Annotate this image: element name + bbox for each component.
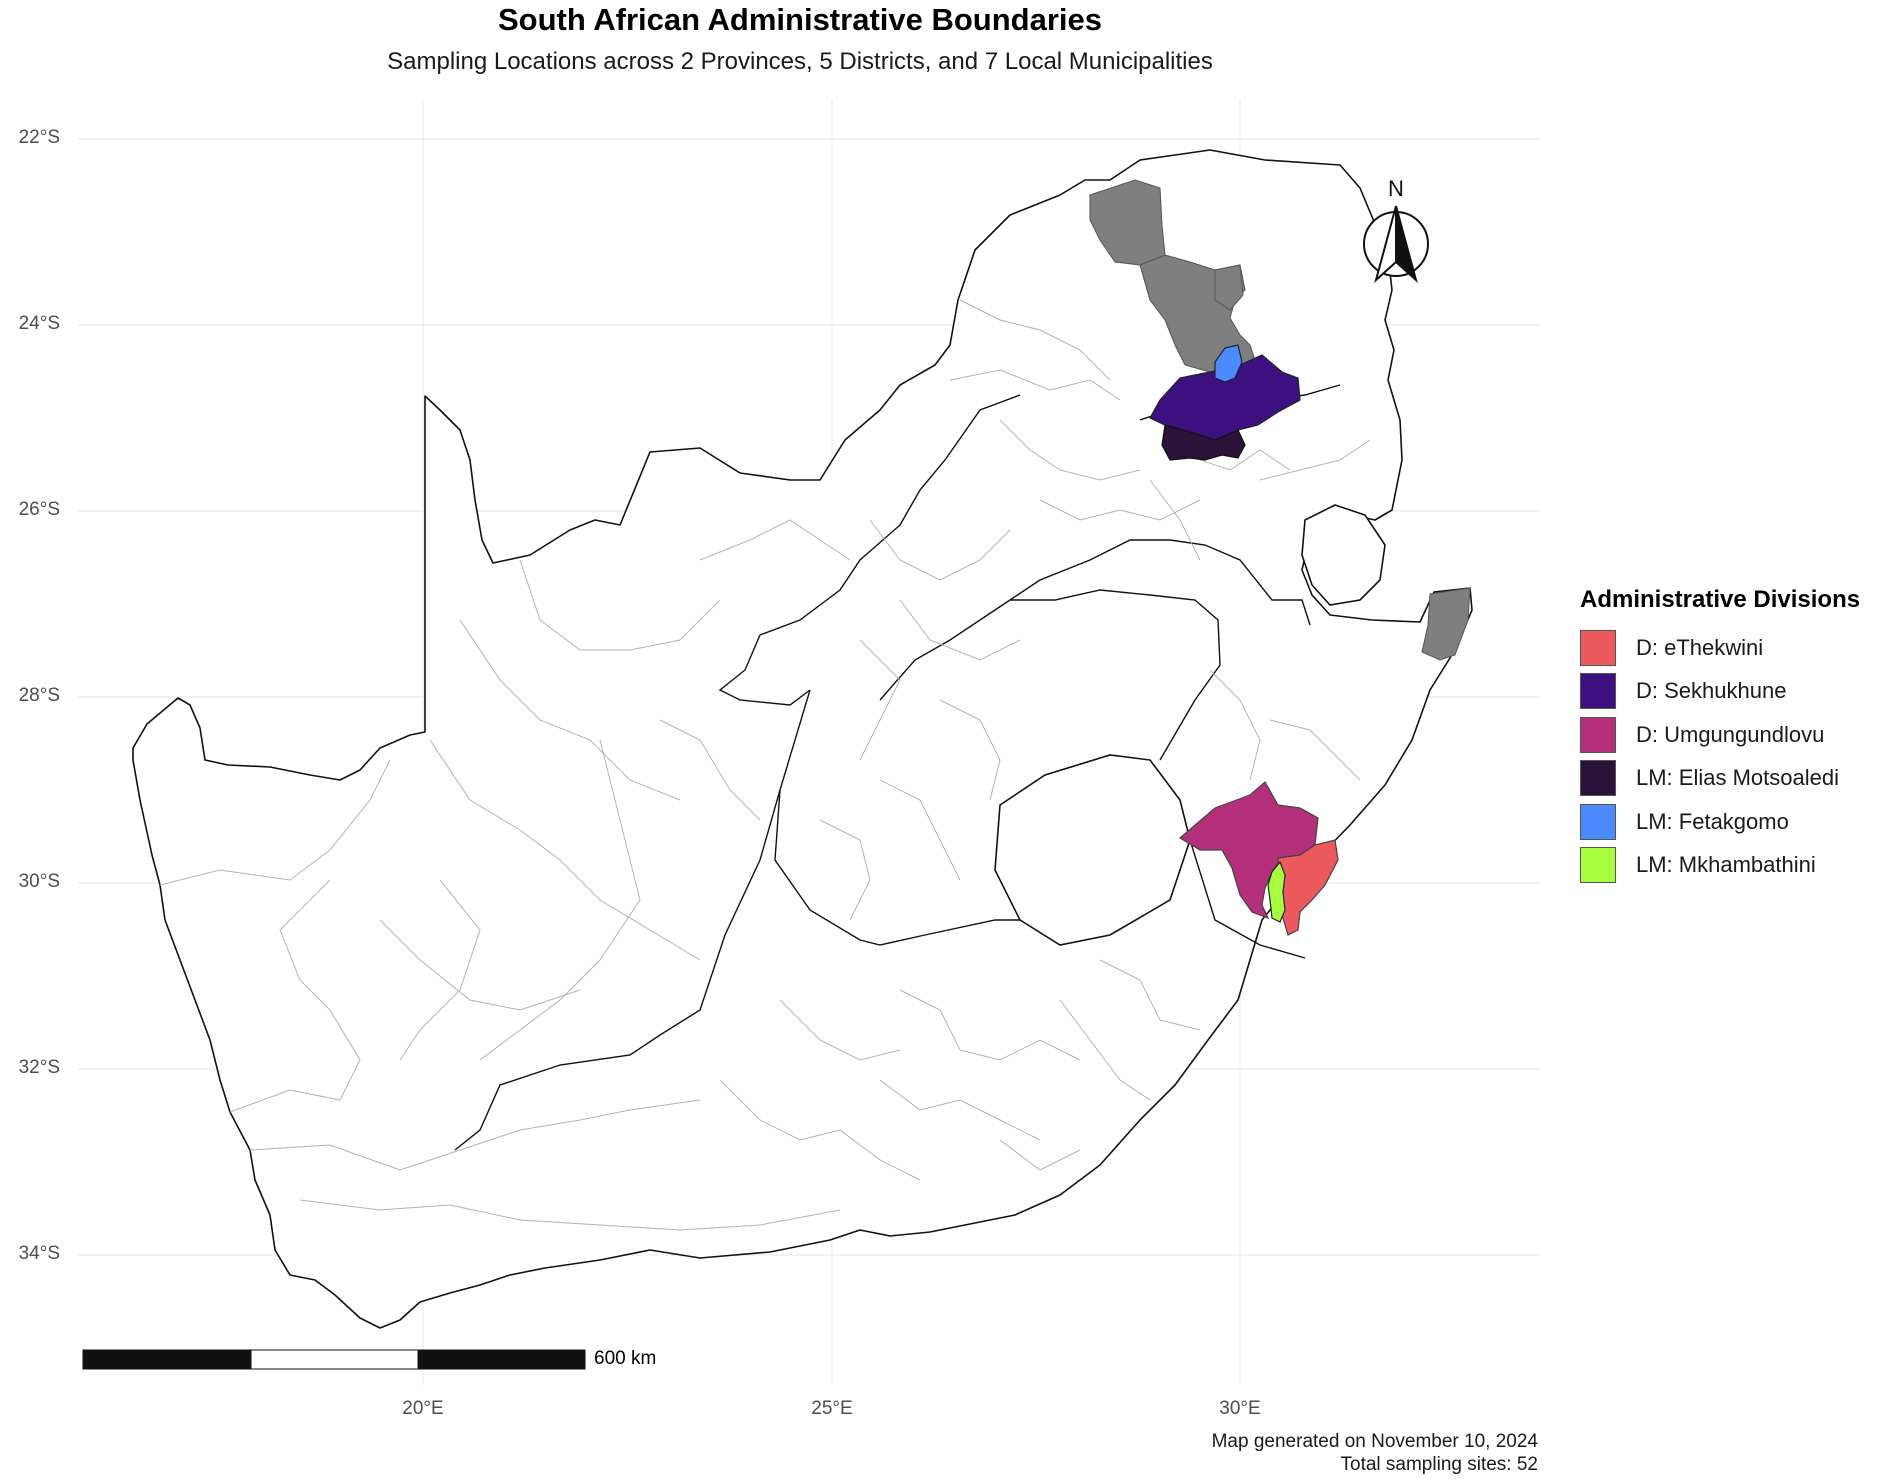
lm-fetakgomo xyxy=(1214,344,1243,383)
scale-bar xyxy=(82,1349,586,1370)
other-sampled-areas xyxy=(1089,179,1471,661)
legend-item: D: Umgungundlovu xyxy=(1580,713,1860,757)
province-boundary xyxy=(718,394,1021,706)
legend-swatch xyxy=(1580,803,1616,840)
y-tick-label: 24°S xyxy=(18,313,60,334)
map-subtitle: Sampling Locations across 2 Provinces, 5… xyxy=(387,48,1213,75)
legend-label: D: Umgungundlovu xyxy=(1636,721,1825,747)
province-boundary xyxy=(774,689,1020,946)
legend-swatch xyxy=(1580,673,1616,710)
legend-label: LM: Elias Motsoaledi xyxy=(1636,765,1839,791)
legend: Administrative Divisions D: eThekwini D:… xyxy=(1580,586,1860,887)
lesotho-outline xyxy=(994,754,1191,946)
map-caption: Map generated on November 10, 2024 Total… xyxy=(1212,1430,1538,1476)
x-tick-label: 30°E xyxy=(1219,1398,1261,1419)
province-boundary xyxy=(879,589,1221,761)
south-africa-outline xyxy=(132,149,1473,1329)
y-tick-label: 28°S xyxy=(18,685,60,706)
province-boundary xyxy=(1189,839,1306,959)
x-tick-label: 25°E xyxy=(811,1398,853,1419)
lm-mkhambathini xyxy=(1267,860,1286,923)
y-tick-label: 22°S xyxy=(18,127,60,148)
north-arrow-label: N xyxy=(1388,176,1404,201)
legend-item: LM: Mkhambathini xyxy=(1580,844,1860,888)
legend-item: D: eThekwini xyxy=(1580,626,1860,670)
province-boundary xyxy=(454,789,781,1151)
scale-bar-label: 600 km xyxy=(594,1348,657,1369)
legend-item: LM: Elias Motsoaledi xyxy=(1580,757,1860,801)
north-arrow-right-half xyxy=(1395,205,1418,284)
scale-bar-segment xyxy=(417,1349,586,1370)
legend-label: D: eThekwini xyxy=(1636,634,1764,660)
caption-line: Map generated on November 10, 2024 xyxy=(1211,1431,1538,1452)
scale-bar-segment xyxy=(82,1349,252,1370)
legend-label: LM: Fetakgomo xyxy=(1636,808,1789,834)
legend-swatch xyxy=(1580,847,1616,884)
scale-bar-segment xyxy=(250,1349,419,1370)
legend-title: Administrative Divisions xyxy=(1580,586,1861,613)
y-tick-label: 32°S xyxy=(18,1057,60,1078)
legend-item: D: Sekhukhune xyxy=(1580,670,1860,714)
y-tick-label: 26°S xyxy=(18,499,60,520)
legend-label: D: Sekhukhune xyxy=(1636,678,1787,704)
legend-swatch xyxy=(1580,629,1616,666)
map-title: South African Administrative Boundaries xyxy=(497,2,1102,37)
lm-elias-motsoaledi xyxy=(1161,424,1246,461)
gray-region-mopani xyxy=(1214,264,1244,311)
caption-line: Total sampling sites: 52 xyxy=(1340,1454,1539,1475)
y-tick-label: 30°S xyxy=(18,871,60,892)
y-tick-label: 34°S xyxy=(18,1243,60,1264)
x-tick-label: 20°E xyxy=(402,1398,444,1419)
legend-item: LM: Fetakgomo xyxy=(1580,800,1860,844)
district-sekhukhune xyxy=(1149,354,1301,441)
eswatini-outline xyxy=(1301,504,1386,606)
north-arrow: N xyxy=(1363,176,1429,284)
legend-label: LM: Mkhambathini xyxy=(1636,852,1816,878)
gray-region-east-coast xyxy=(1421,587,1471,661)
province-boundary xyxy=(1009,539,1311,626)
legend-swatch xyxy=(1580,716,1616,753)
legend-swatch xyxy=(1580,760,1616,797)
